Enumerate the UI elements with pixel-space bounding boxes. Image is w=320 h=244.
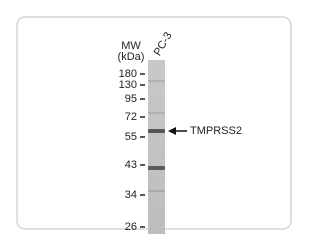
marker-label: 26 <box>125 221 137 233</box>
mw-unit: (kDa) <box>118 51 145 63</box>
marker-label: 95 <box>125 93 137 105</box>
faint-band <box>148 80 165 82</box>
marker-label: 34 <box>125 189 137 201</box>
marker-label: 72 <box>125 111 137 123</box>
band <box>148 129 165 133</box>
blot-lane <box>148 60 165 234</box>
faint-band <box>148 112 165 114</box>
faint-band <box>148 190 165 192</box>
page: {"figure": {"mw_label": "MW", "mw_unit":… <box>0 0 307 244</box>
marker-label: 130 <box>119 79 137 91</box>
band <box>148 166 165 170</box>
marker-label: 55 <box>125 131 137 143</box>
target-label: TMPRSS2 <box>190 125 242 137</box>
marker-label: 43 <box>125 159 137 171</box>
